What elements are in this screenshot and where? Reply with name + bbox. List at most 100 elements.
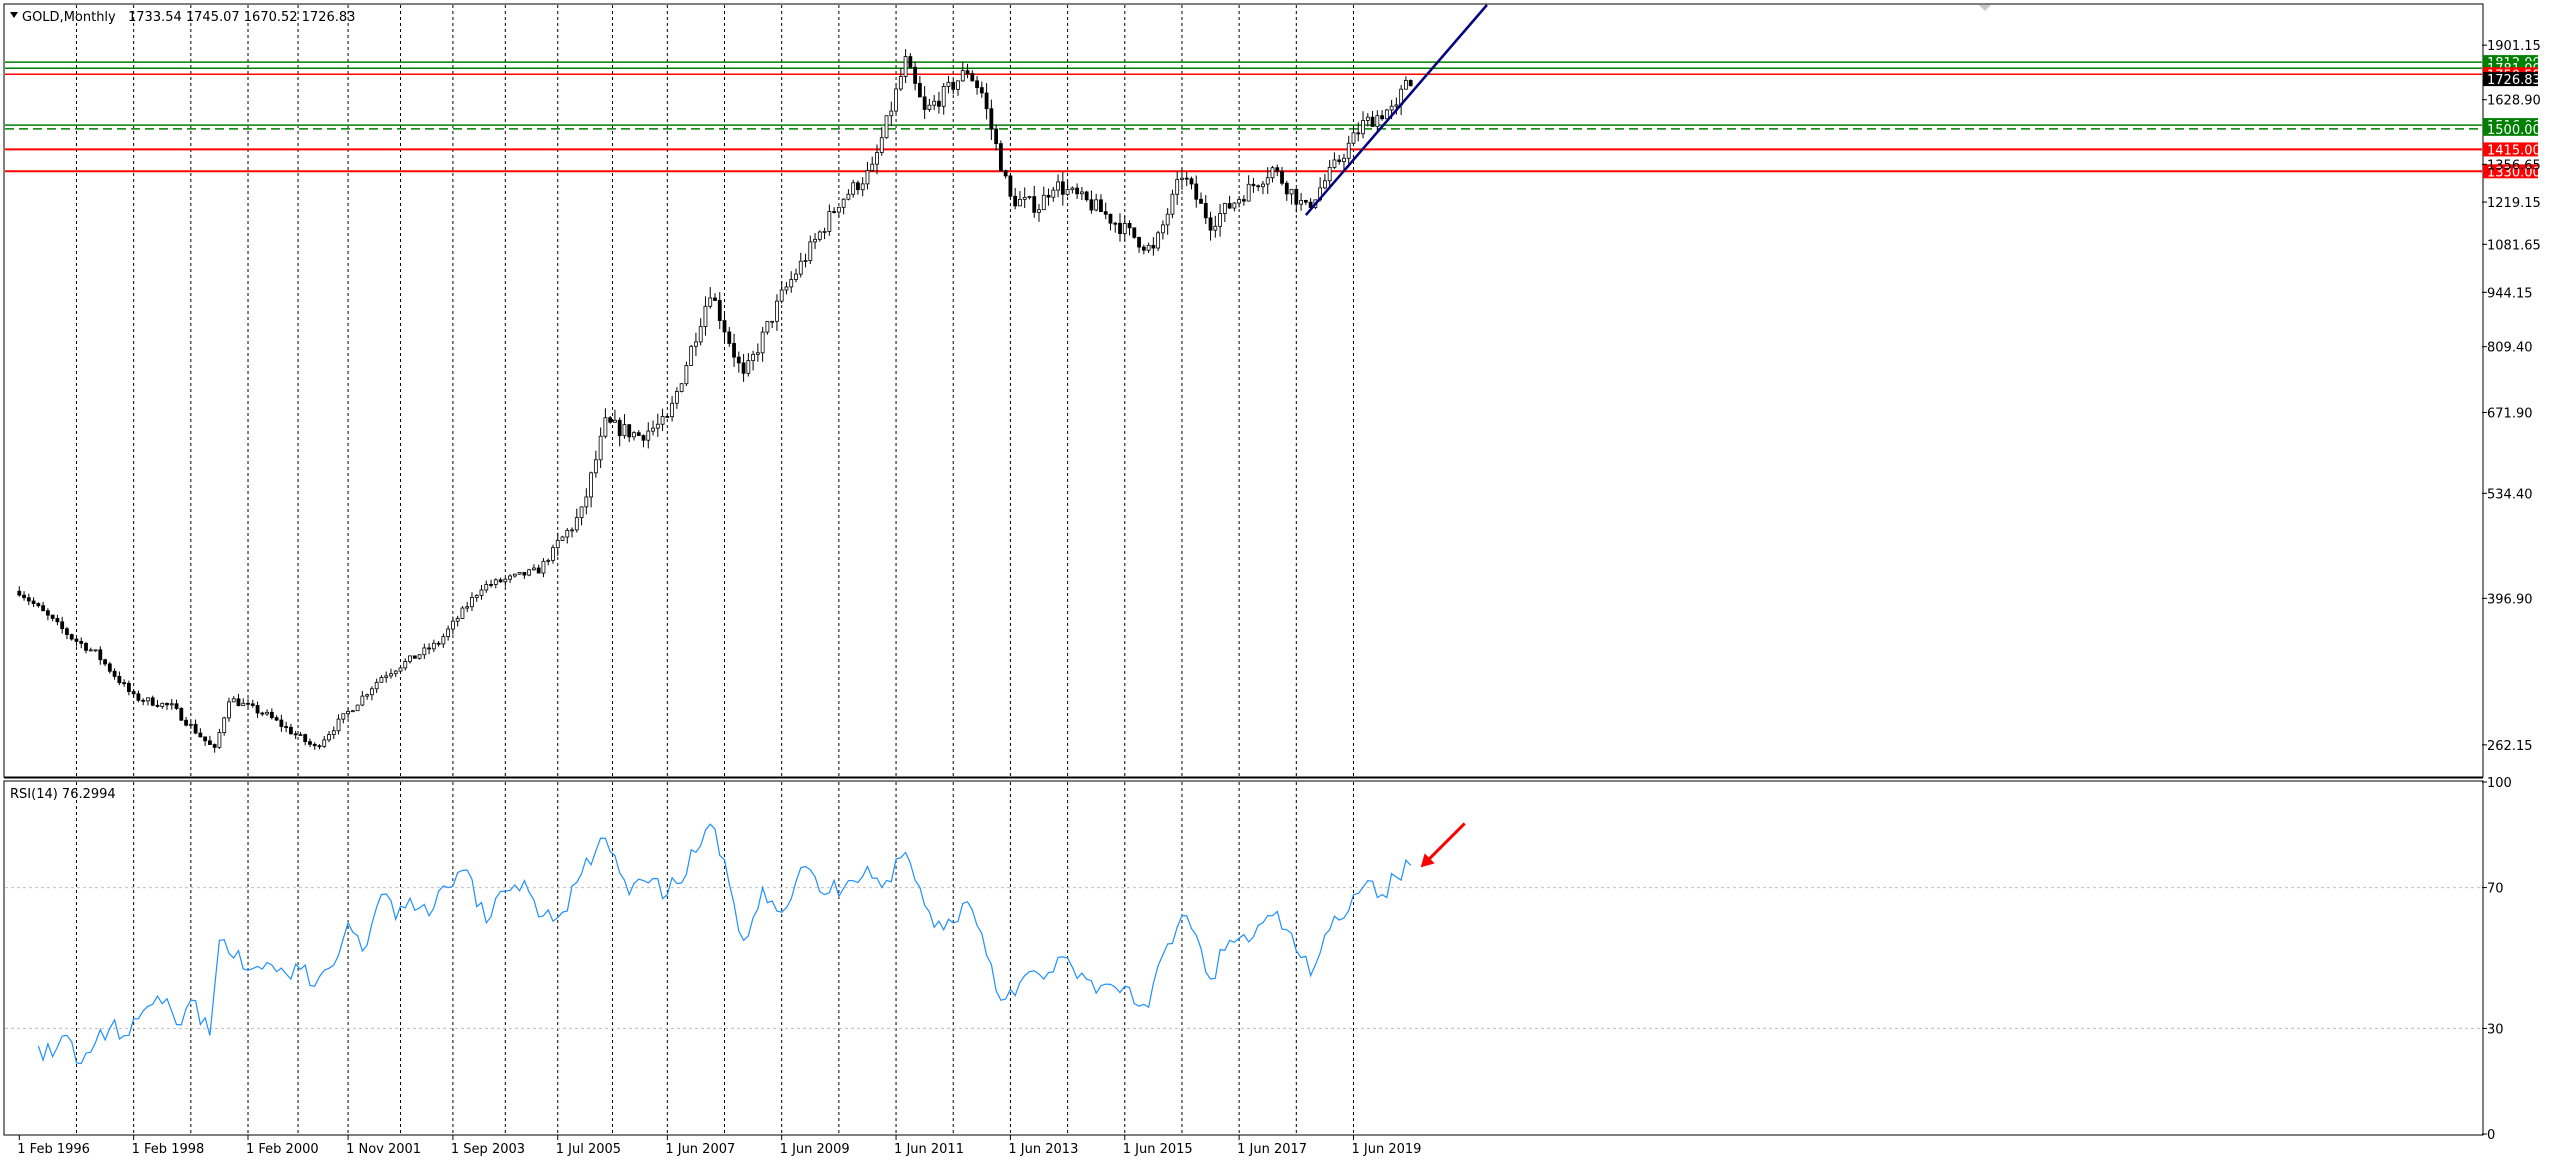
candle-body: [1303, 200, 1308, 203]
candle-body: [770, 320, 775, 323]
level-price-tag: [2483, 142, 2538, 157]
candle-body: [427, 647, 431, 650]
chart-menu-triangle-icon[interactable]: [10, 12, 18, 18]
candle-body: [17, 590, 22, 596]
candle-body: [998, 143, 1003, 172]
candle-body: [417, 654, 422, 659]
candle-body: [1170, 193, 1175, 215]
candle-body: [165, 702, 169, 706]
candle-body: [93, 649, 98, 652]
rsi-arrow-annotation: [1425, 822, 1466, 863]
candle-body: [393, 670, 398, 675]
candle-body: [808, 241, 813, 261]
candle-body: [1289, 188, 1294, 195]
candle-body: [107, 663, 112, 672]
candle-body: [608, 417, 613, 423]
candle-body: [1251, 183, 1256, 187]
candle-body: [1160, 224, 1165, 234]
candle-body: [1280, 170, 1284, 184]
candle-body: [732, 343, 736, 358]
candle-body: [150, 697, 155, 706]
candle-body: [960, 70, 965, 82]
candle-body: [431, 642, 436, 650]
candle-body: [755, 352, 760, 355]
candle-body: [751, 353, 756, 362]
candle-body: [408, 655, 412, 662]
candle-body: [603, 417, 608, 437]
scroll-marker-icon[interactable]: [1979, 5, 1991, 11]
candle-body: [470, 597, 474, 608]
candle-body: [160, 702, 165, 707]
candle-body: [684, 365, 689, 385]
price-axis-label: 1628.90: [2487, 94, 2541, 109]
candle-body: [1051, 189, 1056, 198]
candle-body: [517, 572, 522, 575]
candle-body: [222, 717, 227, 733]
candle-body: [327, 734, 331, 741]
candle-body: [203, 736, 208, 742]
candle-body: [103, 659, 107, 665]
candle-body: [698, 326, 703, 343]
candle-body: [112, 670, 117, 677]
candle-body: [1294, 188, 1299, 205]
candle-body: [188, 723, 193, 726]
candle-body: [813, 238, 817, 243]
price-axis-label: 262.15: [2487, 739, 2533, 754]
candle-body: [1041, 194, 1046, 211]
time-axis-label: 1 Jun 2019: [1351, 1142, 1421, 1157]
candle-body: [184, 719, 188, 726]
candle-body: [1146, 244, 1151, 251]
time-axis-label: 1 Jun 2013: [1008, 1142, 1078, 1157]
candle-body: [122, 682, 127, 685]
candle-body: [269, 711, 274, 719]
candle-body: [913, 66, 918, 84]
candle-body: [88, 649, 93, 652]
candle-body: [50, 614, 55, 619]
candle-body: [1108, 213, 1113, 224]
candle-body: [846, 193, 851, 200]
candle-body: [1380, 115, 1384, 120]
price-axis-label: 671.90: [2487, 406, 2533, 421]
candle-body: [246, 702, 250, 705]
rsi-indicator: [5, 822, 2482, 1065]
candle-body: [331, 730, 336, 735]
candle-body: [1299, 200, 1303, 205]
candle-body: [1103, 211, 1108, 215]
candle-body: [1365, 116, 1370, 121]
candle-body: [1323, 180, 1327, 189]
candle-body: [389, 673, 393, 677]
candle-body: [117, 676, 122, 684]
candle-body: [765, 321, 770, 333]
price-axis-label: 534.40: [2487, 487, 2533, 502]
candle-body: [1194, 183, 1199, 200]
candle-body: [293, 733, 298, 736]
candle-body: [1256, 185, 1261, 188]
candle-body: [627, 424, 632, 438]
candle-body: [860, 183, 865, 191]
candle-body: [384, 675, 389, 678]
candle-body: [836, 206, 841, 213]
candle-body: [446, 628, 451, 637]
trendline-group[interactable]: [1304, 4, 1488, 216]
candle-body: [441, 636, 446, 645]
candle-body: [994, 128, 999, 145]
candle-body: [217, 732, 222, 748]
candle-body: [670, 402, 674, 418]
candle-body: [374, 681, 379, 690]
candle-body: [41, 605, 46, 612]
candle-body: [689, 345, 694, 366]
rsi-axis-label: 30: [2487, 1022, 2504, 1037]
candle-body: [1184, 177, 1189, 180]
candle-body: [146, 697, 150, 702]
candle-body: [1151, 244, 1156, 249]
time-axis-label: 1 Jun 2017: [1237, 1142, 1307, 1157]
candle-body: [1261, 183, 1265, 188]
candle-body: [1270, 167, 1275, 179]
candlesticks: [17, 49, 1413, 753]
candle-body: [527, 569, 532, 576]
candle-body: [713, 297, 717, 301]
level-price-tag-label: 1500.00: [2487, 123, 2541, 138]
